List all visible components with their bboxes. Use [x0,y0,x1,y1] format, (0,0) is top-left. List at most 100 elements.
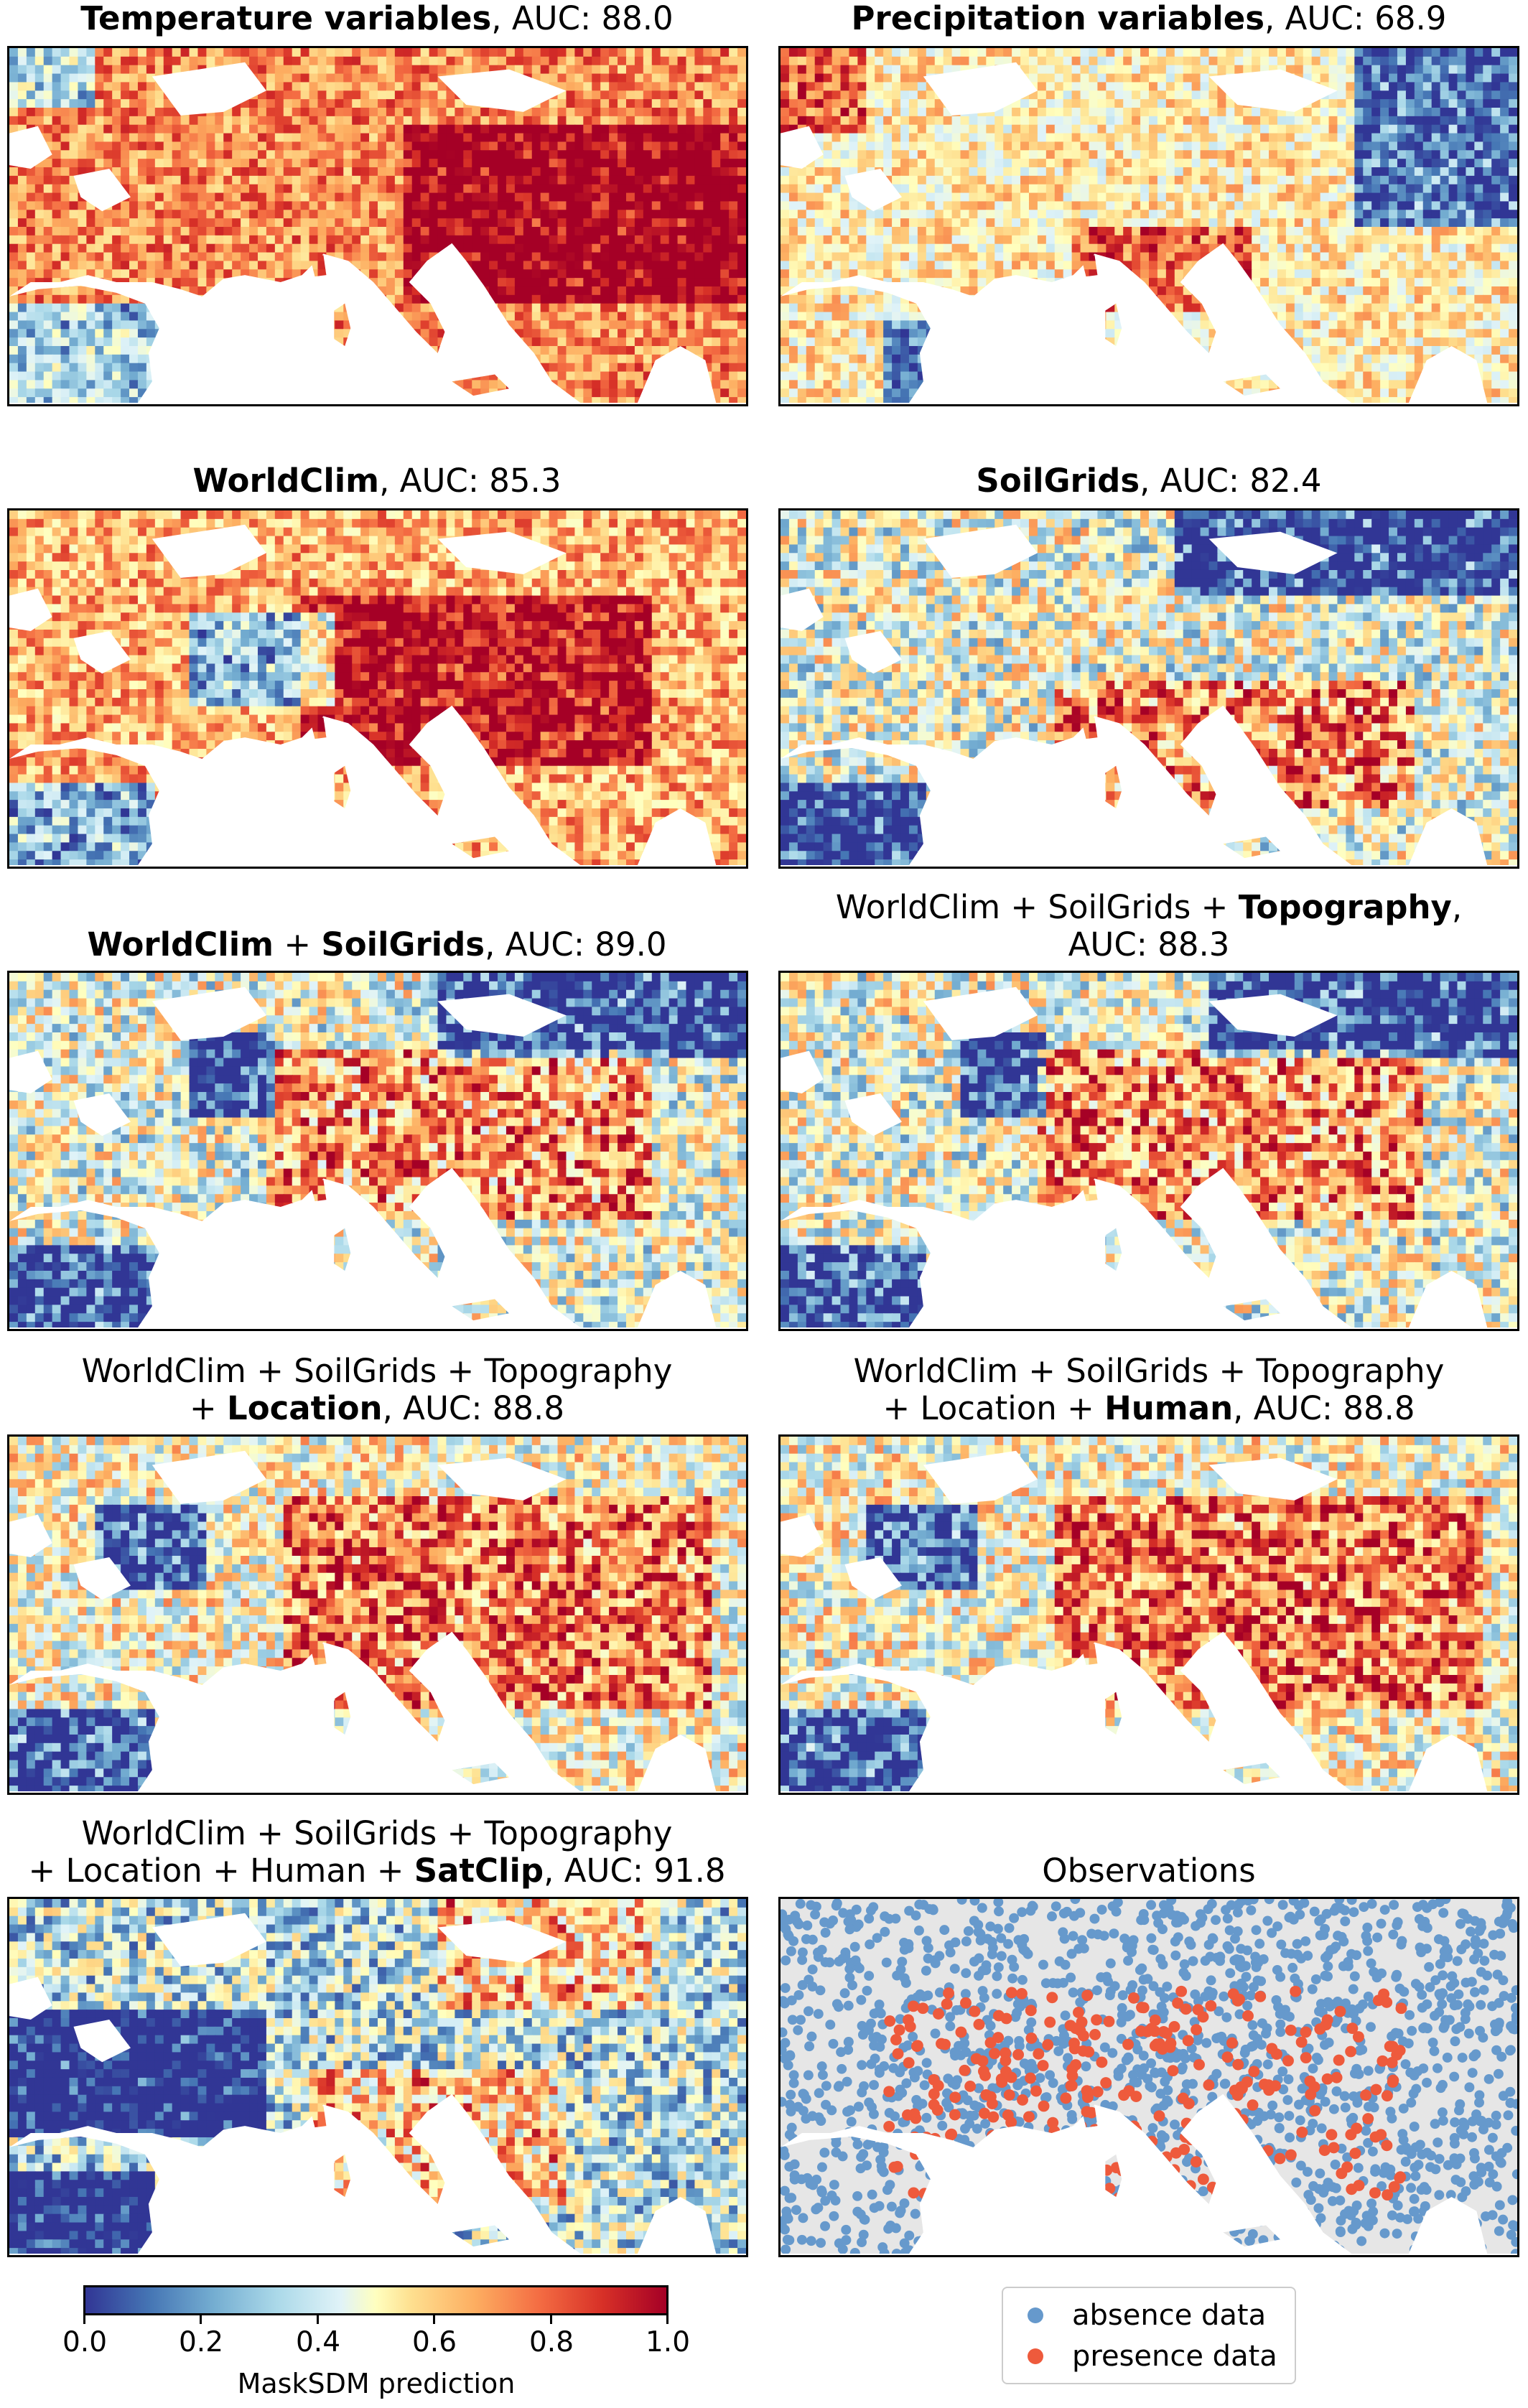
absence-point [1047,1911,1057,1922]
water-bodies [9,524,567,674]
presence-point [1168,2164,1180,2176]
presence-point [955,2026,967,2038]
presence-point [1382,2189,1394,2201]
absence-point [1013,2078,1024,2089]
absence-point [1021,2134,1032,2145]
map-human [778,1434,1519,1795]
presence-point [1369,2187,1381,2199]
prediction-raster [781,510,1517,866]
absence-point [1510,2221,1517,2231]
absence-point [895,2208,905,2218]
presence-point [1114,2138,1127,2150]
absence-point [928,2241,939,2251]
absence-point [881,1957,892,1968]
presence-point [1381,2090,1393,2102]
absence-point [1052,1978,1063,1989]
absence-point [849,2248,860,2254]
presence-point [1180,2003,1192,2015]
absence-point [1408,2206,1419,2217]
absence-point [1450,2036,1461,2047]
absence-point [1086,2244,1097,2254]
map-location [7,1434,748,1795]
absence-point [1379,2167,1389,2178]
absence-point [974,1953,984,1964]
absence-point [1193,2221,1204,2231]
panel-title-observations: Observations [775,1852,1522,1890]
absence-point [1119,1933,1130,1944]
absence-point [1412,2066,1423,2077]
absence-point [1070,2240,1081,2250]
absence-point [855,2163,866,2174]
absence-point [1114,2242,1125,2253]
presence-point [1048,2125,1061,2137]
absence-point [1438,1970,1448,1981]
absence-point [1188,2078,1198,2089]
absence-point [1443,2160,1453,2170]
presence-point [1037,2060,1049,2071]
presence-point [1262,2145,1274,2157]
absence-point [859,2081,869,2091]
panel-title-bold: WorldClim [87,925,274,963]
presence-point [958,2186,970,2198]
absence-point [1478,1984,1489,1995]
absence-point [1267,1928,1277,1938]
absence-point [1454,2105,1464,2116]
absence-point [807,1934,818,1945]
colorbar-tick [666,2315,668,2324]
presence-point [1066,2080,1078,2091]
absence-point [1213,2006,1224,2017]
absence-point [1218,2194,1228,2204]
absence-point [1274,2123,1285,2133]
absence-point [1335,2226,1346,2236]
absence-point [791,2205,801,2216]
absence-point [1434,2190,1445,2201]
absence-point [961,1936,972,1947]
absence-point [872,2142,883,2152]
absence-point [1351,2218,1361,2228]
absence-point [1263,2194,1274,2205]
absence-point [804,2041,815,2052]
absence-point [1372,1932,1383,1943]
presence-point [1056,2143,1068,2155]
panel-title-bold: SoilGrids [321,925,485,963]
presence-point [1038,2100,1050,2112]
absence-point [954,2200,965,2211]
absence-point [1388,1929,1399,1940]
presence-point [1219,2183,1231,2195]
presence-point [1025,2005,1037,2017]
presence-point [890,2034,902,2045]
absence-point [880,1926,890,1937]
absence-point [1471,2218,1482,2229]
absence-point [1233,1899,1244,1910]
absence-point [824,1957,835,1968]
absence-point [1473,1948,1483,1959]
presence-point [918,2188,931,2200]
absence-point [847,1980,857,1991]
absence-point [1080,2211,1091,2222]
absence-point [795,1899,806,1909]
colorbar-tick-label: 1.0 [646,2326,690,2358]
absence-point [1308,2234,1318,2244]
absence-point [1430,2119,1440,2129]
absence-point [1402,2214,1413,2224]
absence-point [798,2213,809,2223]
presence-point [1044,2016,1056,2028]
absence-point [1400,2157,1411,2167]
absence-point [1019,2145,1030,2156]
absence-point [969,1915,979,1926]
absence-point [1419,2022,1430,2033]
presence-point [1252,2182,1264,2193]
absence-point [1101,2129,1112,2139]
absence-point [1511,2125,1517,2136]
absence-point [862,2139,873,2150]
absence-point [929,2187,940,2197]
presence-point [1226,2037,1238,2049]
absence-point [1147,2082,1157,2093]
absence-point [928,1905,938,1915]
presence-point [979,2107,990,2119]
absence-point [1158,1908,1169,1919]
absence-point [1040,2092,1050,2103]
absence-point [1429,2046,1440,2056]
absence-point [844,1972,855,1983]
presence-point [1333,2054,1345,2066]
